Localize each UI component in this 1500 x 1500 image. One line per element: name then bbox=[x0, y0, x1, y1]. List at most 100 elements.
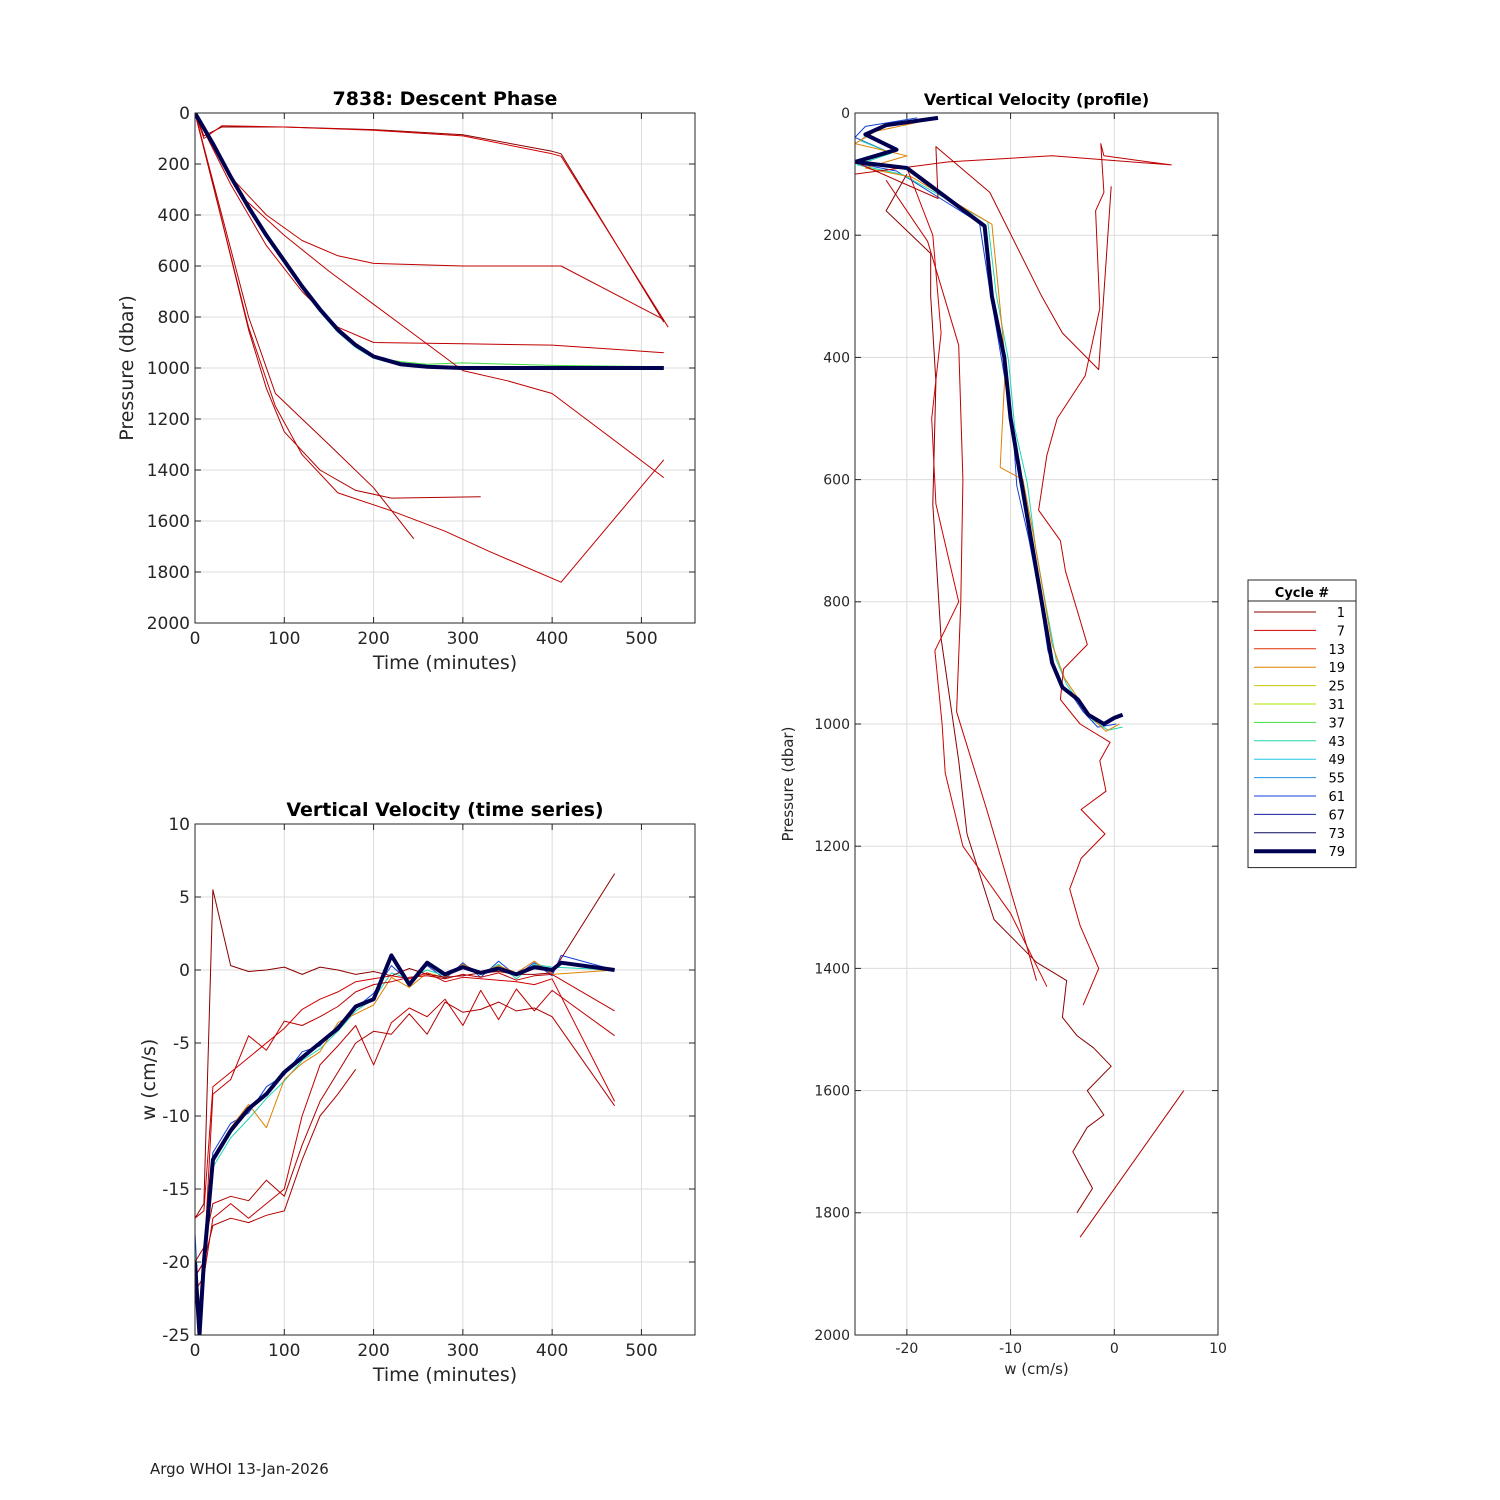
y-tick-label: 1600 bbox=[147, 512, 190, 532]
x-tick-label: 200 bbox=[357, 629, 389, 649]
legend-label: 37 bbox=[1328, 716, 1345, 731]
y-tick-label: 800 bbox=[823, 595, 850, 611]
series-line-79 bbox=[855, 115, 1124, 726]
x-axis-label: Time (minutes) bbox=[372, 1364, 517, 1386]
series-group bbox=[195, 113, 669, 583]
x-tick-label: 0 bbox=[190, 629, 201, 649]
y-tick-label: 200 bbox=[158, 155, 190, 175]
series-line-1 bbox=[885, 173, 1112, 1214]
legend-label: 31 bbox=[1328, 698, 1345, 713]
y-tick-label: 1200 bbox=[814, 839, 850, 855]
series-line-7b bbox=[195, 113, 415, 540]
x-tick-label: 100 bbox=[268, 1341, 300, 1361]
legend-label: 13 bbox=[1328, 643, 1345, 658]
series-line-7b bbox=[195, 1001, 616, 1263]
series-line-19b bbox=[195, 988, 615, 1292]
legend-label: 55 bbox=[1328, 772, 1345, 787]
x-tick-label: 300 bbox=[447, 1341, 479, 1361]
x-tick-label: 0 bbox=[1110, 1341, 1119, 1357]
legend-label: 79 bbox=[1328, 845, 1345, 860]
legend-box bbox=[1247, 579, 1357, 869]
series-group bbox=[195, 873, 616, 1335]
series-line-7 bbox=[195, 972, 616, 1219]
legend-label: 1 bbox=[1337, 606, 1345, 621]
series-line-79 bbox=[195, 113, 664, 370]
legend-label: 25 bbox=[1328, 680, 1345, 695]
y-tick-label: 1000 bbox=[814, 717, 850, 733]
y-tick-label: 0 bbox=[179, 104, 190, 124]
series-line-13 bbox=[195, 972, 615, 1277]
y-tick-label: 5 bbox=[179, 888, 190, 908]
y-axis-label: Pressure (dbar) bbox=[116, 295, 138, 441]
x-tick-label: 0 bbox=[190, 1341, 201, 1361]
y-tick-label: 1400 bbox=[814, 961, 850, 977]
chart-title: 7838: Descent Phase bbox=[333, 88, 558, 110]
series-line-7c bbox=[195, 113, 665, 583]
legend-title: Cycle # bbox=[1275, 586, 1330, 601]
legend-label: 43 bbox=[1328, 735, 1345, 750]
legend-label: 61 bbox=[1328, 790, 1345, 805]
y-tick-label: 1600 bbox=[814, 1084, 850, 1100]
chart-title: Vertical Velocity (profile) bbox=[924, 90, 1149, 109]
velocity-profile-chart: -20 -10 0 100200400600800100012001400160018… bbox=[779, 90, 1227, 1378]
y-tick-label: 0 bbox=[179, 961, 190, 981]
y-tick-label: 1000 bbox=[147, 359, 190, 379]
legend-label: 73 bbox=[1328, 827, 1345, 842]
y-tick-label: 400 bbox=[158, 206, 190, 226]
y-tick-label: 0 bbox=[841, 106, 850, 122]
legend: Cycle # 1 7 13 19 25 31 37 43 49 55 61 67 73 79 bbox=[1247, 579, 1357, 869]
series-line-1 bbox=[195, 113, 665, 323]
y-tick-label: 200 bbox=[823, 228, 850, 244]
y-tick-label: 1800 bbox=[147, 563, 190, 583]
descent-phase-chart: 0 100 200 300 400 500 0 200 400 600 800 1000 1200 140… bbox=[116, 88, 696, 674]
series-group bbox=[855, 115, 1185, 1238]
x-tick-label: 500 bbox=[625, 629, 657, 649]
y-tick-label: 1200 bbox=[147, 410, 190, 430]
y-axis-label: w (cm/s) bbox=[138, 1039, 160, 1121]
legend-label: 7 bbox=[1337, 624, 1345, 639]
y-tick-label: 600 bbox=[158, 257, 190, 277]
series-line-13 bbox=[195, 113, 665, 321]
x-tick-label: 500 bbox=[625, 1341, 657, 1361]
x-tick-label: 200 bbox=[357, 1341, 389, 1361]
series-line-19 bbox=[195, 113, 665, 478]
x-tick-label: 400 bbox=[536, 629, 568, 649]
plot-area bbox=[195, 824, 695, 1335]
y-axis-label: Pressure (dbar) bbox=[779, 727, 797, 842]
y-tick-label: -15 bbox=[162, 1180, 190, 1200]
y-tick-label: 1400 bbox=[147, 461, 190, 481]
x-tick-label: 400 bbox=[536, 1341, 568, 1361]
y-tick-label: 10 bbox=[168, 815, 190, 835]
x-tick-label: 100 bbox=[268, 629, 300, 649]
y-tick-label: -5 bbox=[173, 1034, 190, 1054]
velocity-time-series-chart: 0 100 200 300 400 500 -25 -20 -15 -10 -5 0 5 10 Vertic… bbox=[138, 799, 696, 1386]
y-tick-label: 2000 bbox=[147, 614, 190, 634]
legend-label: 19 bbox=[1328, 661, 1345, 676]
y-tick-label: 2000 bbox=[814, 1328, 850, 1344]
axes-box bbox=[194, 823, 696, 1336]
x-axis-label: Time (minutes) bbox=[372, 652, 517, 674]
y-tick-label: 1800 bbox=[814, 1206, 850, 1222]
x-tick-label: -20 bbox=[895, 1341, 918, 1357]
series-line-13 bbox=[885, 179, 1037, 981]
y-tick-label: -20 bbox=[162, 1253, 190, 1273]
y-tick-label: 600 bbox=[823, 473, 850, 489]
x-axis-label: w (cm/s) bbox=[1004, 1360, 1068, 1378]
x-tick-label: -10 bbox=[999, 1341, 1022, 1357]
chart-title: Vertical Velocity (time series) bbox=[286, 799, 603, 821]
series-line-1b bbox=[195, 1069, 357, 1277]
series-line-7 bbox=[195, 113, 669, 328]
legend-label: 49 bbox=[1328, 753, 1345, 768]
footer-text: Argo WHOI 13-Jan-2026 bbox=[150, 1460, 329, 1478]
x-tick-label: 300 bbox=[447, 629, 479, 649]
y-tick-label: 400 bbox=[823, 350, 850, 366]
series-line-1b bbox=[1079, 1090, 1185, 1238]
series-line-19b bbox=[855, 143, 1172, 1006]
x-tick-label: 10 bbox=[1209, 1341, 1227, 1357]
y-tick-label: -25 bbox=[162, 1326, 190, 1346]
legend-label: 67 bbox=[1328, 808, 1345, 823]
series-line-7 bbox=[906, 167, 1048, 987]
y-tick-label: -10 bbox=[162, 1107, 190, 1127]
y-tick-label: 800 bbox=[158, 308, 190, 328]
